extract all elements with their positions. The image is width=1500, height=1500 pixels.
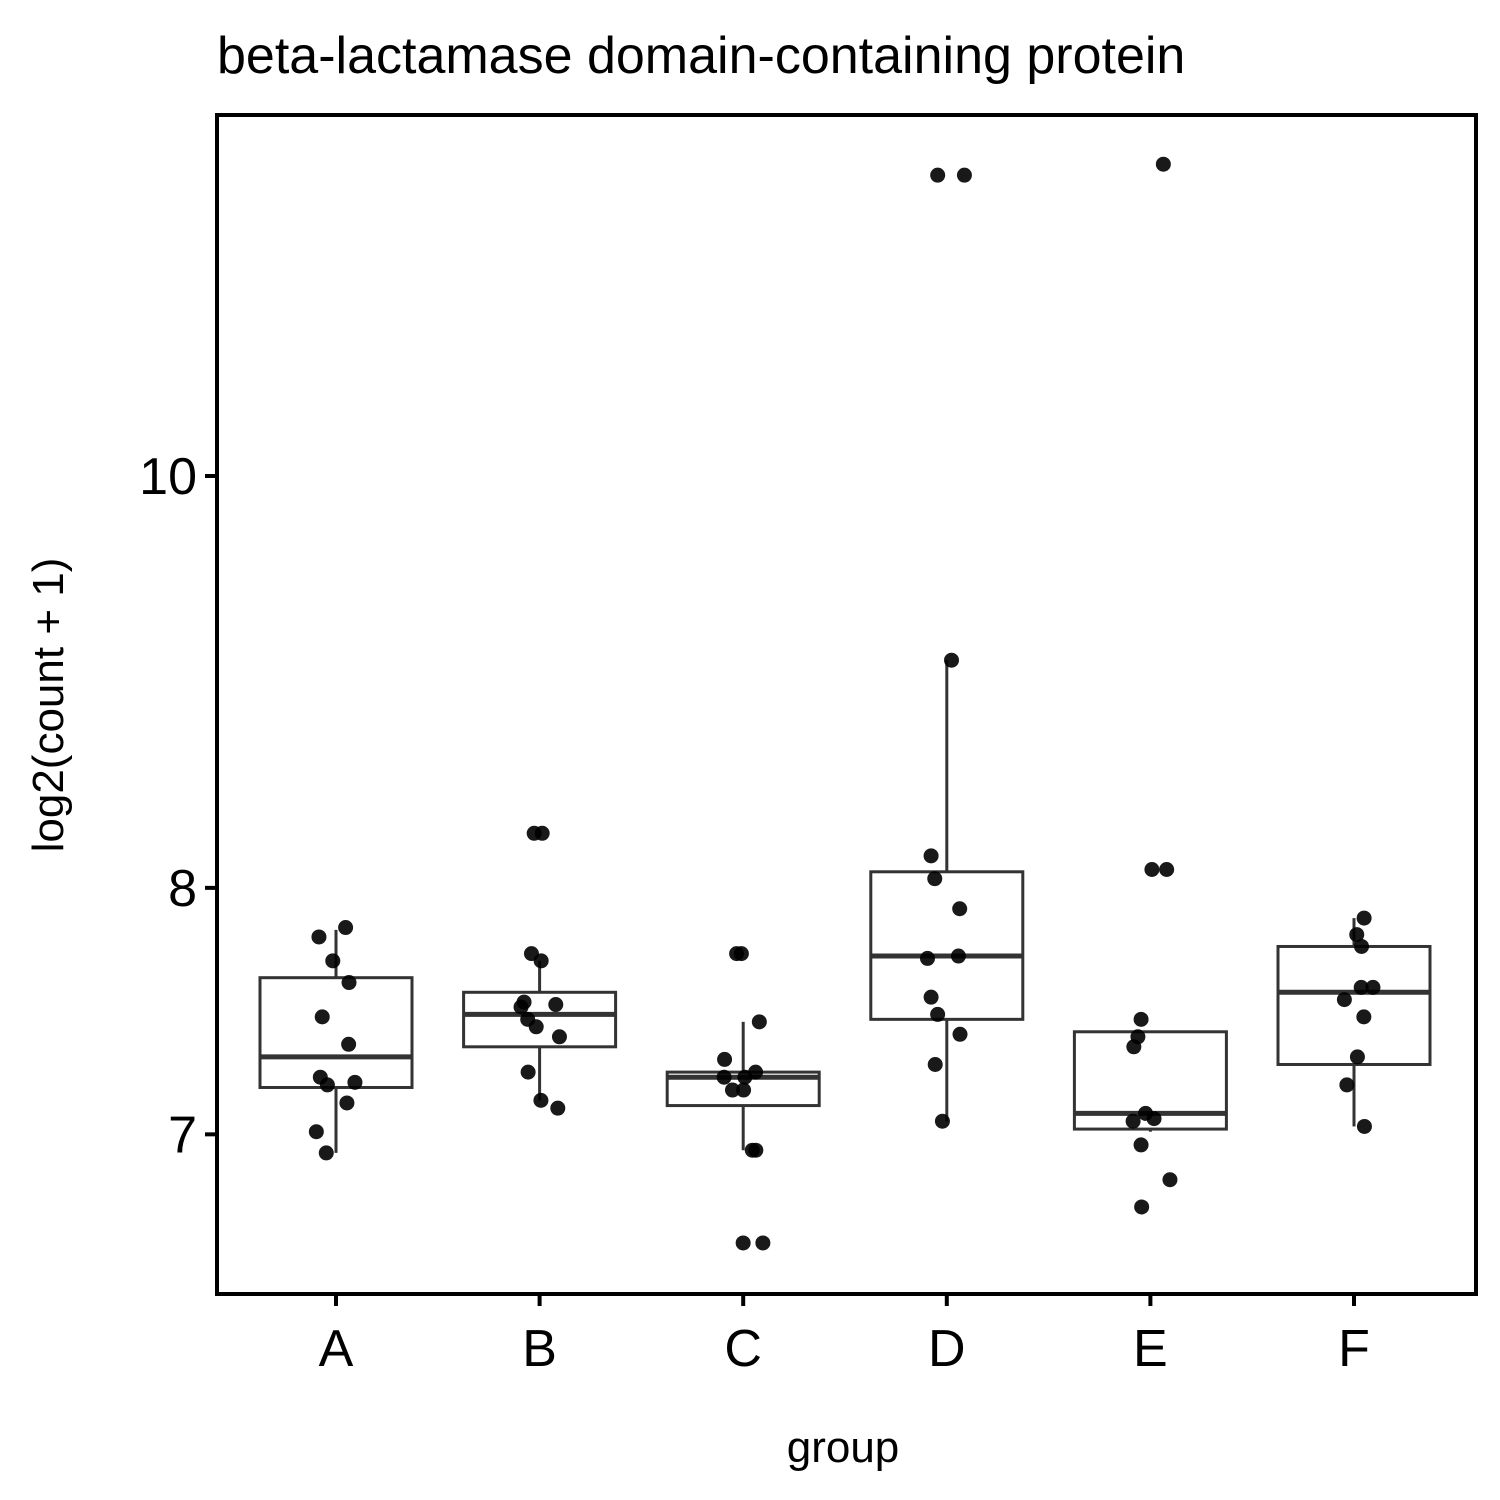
point [1339, 1077, 1355, 1093]
point [1356, 1009, 1372, 1025]
x-tick-label: A [319, 1320, 354, 1378]
point [755, 1235, 771, 1251]
point [952, 901, 968, 917]
point [1133, 1137, 1149, 1153]
point [744, 1142, 760, 1158]
point [923, 989, 939, 1005]
point [920, 950, 936, 966]
point [311, 929, 327, 945]
point [923, 848, 939, 864]
point [716, 1069, 732, 1085]
point [318, 1145, 334, 1161]
point [1356, 1118, 1372, 1134]
point [735, 1235, 751, 1251]
y-tick-label: 8 [168, 860, 197, 918]
point [1134, 1199, 1150, 1215]
point [930, 1006, 946, 1022]
point [319, 1077, 335, 1093]
point [338, 920, 354, 936]
point [1353, 979, 1369, 995]
x-tick-label: E [1133, 1320, 1168, 1378]
point [950, 948, 966, 964]
box [462, 990, 618, 1049]
point [1354, 938, 1370, 954]
point [325, 953, 341, 969]
point [1356, 910, 1372, 926]
x-axis-label: group [787, 1423, 900, 1472]
point [520, 1064, 536, 1080]
point [934, 1113, 950, 1129]
point [308, 1124, 324, 1140]
point [927, 1056, 943, 1072]
point [1146, 1111, 1162, 1127]
point [1126, 1039, 1142, 1055]
point [956, 167, 972, 183]
point [1144, 862, 1160, 878]
point [533, 1092, 549, 1108]
point [528, 1019, 544, 1035]
plot-frame [215, 113, 1478, 1296]
point [533, 953, 549, 969]
point [339, 1095, 355, 1111]
point [1349, 1049, 1365, 1065]
point [724, 1082, 740, 1098]
point [729, 946, 745, 962]
point [513, 999, 529, 1015]
point [1365, 979, 1381, 995]
point [551, 1029, 567, 1045]
chart-layer: beta-lactamase domain-containing protein… [24, 27, 1478, 1472]
point [751, 1014, 767, 1030]
point [314, 1009, 330, 1025]
x-tick-label: C [724, 1320, 762, 1378]
point [1349, 927, 1365, 943]
point [717, 1051, 733, 1067]
point [526, 825, 542, 841]
y-tick-label: 7 [168, 1106, 197, 1164]
point [927, 871, 943, 887]
point [347, 1074, 363, 1090]
x-tick-label: B [522, 1320, 557, 1378]
box [869, 870, 1025, 1021]
chart-title: beta-lactamase domain-containing protein [217, 27, 1185, 85]
y-tick-label: 10 [139, 448, 197, 506]
point [1336, 992, 1352, 1008]
y-axis-label: log2(count + 1) [24, 558, 73, 853]
point [944, 652, 960, 668]
point [736, 1082, 752, 1098]
point [1162, 1172, 1178, 1188]
x-tick-label: D [928, 1320, 966, 1378]
point [341, 975, 357, 991]
x-tick-label: F [1338, 1320, 1370, 1378]
point [930, 167, 946, 183]
box [1276, 944, 1432, 1066]
point [341, 1036, 357, 1052]
point [1133, 1011, 1149, 1027]
point [548, 997, 564, 1013]
point [1159, 862, 1175, 878]
point [1155, 156, 1171, 172]
point [550, 1100, 566, 1116]
point [737, 1069, 753, 1085]
box [258, 976, 414, 1089]
point [1125, 1113, 1141, 1129]
point [952, 1026, 968, 1042]
